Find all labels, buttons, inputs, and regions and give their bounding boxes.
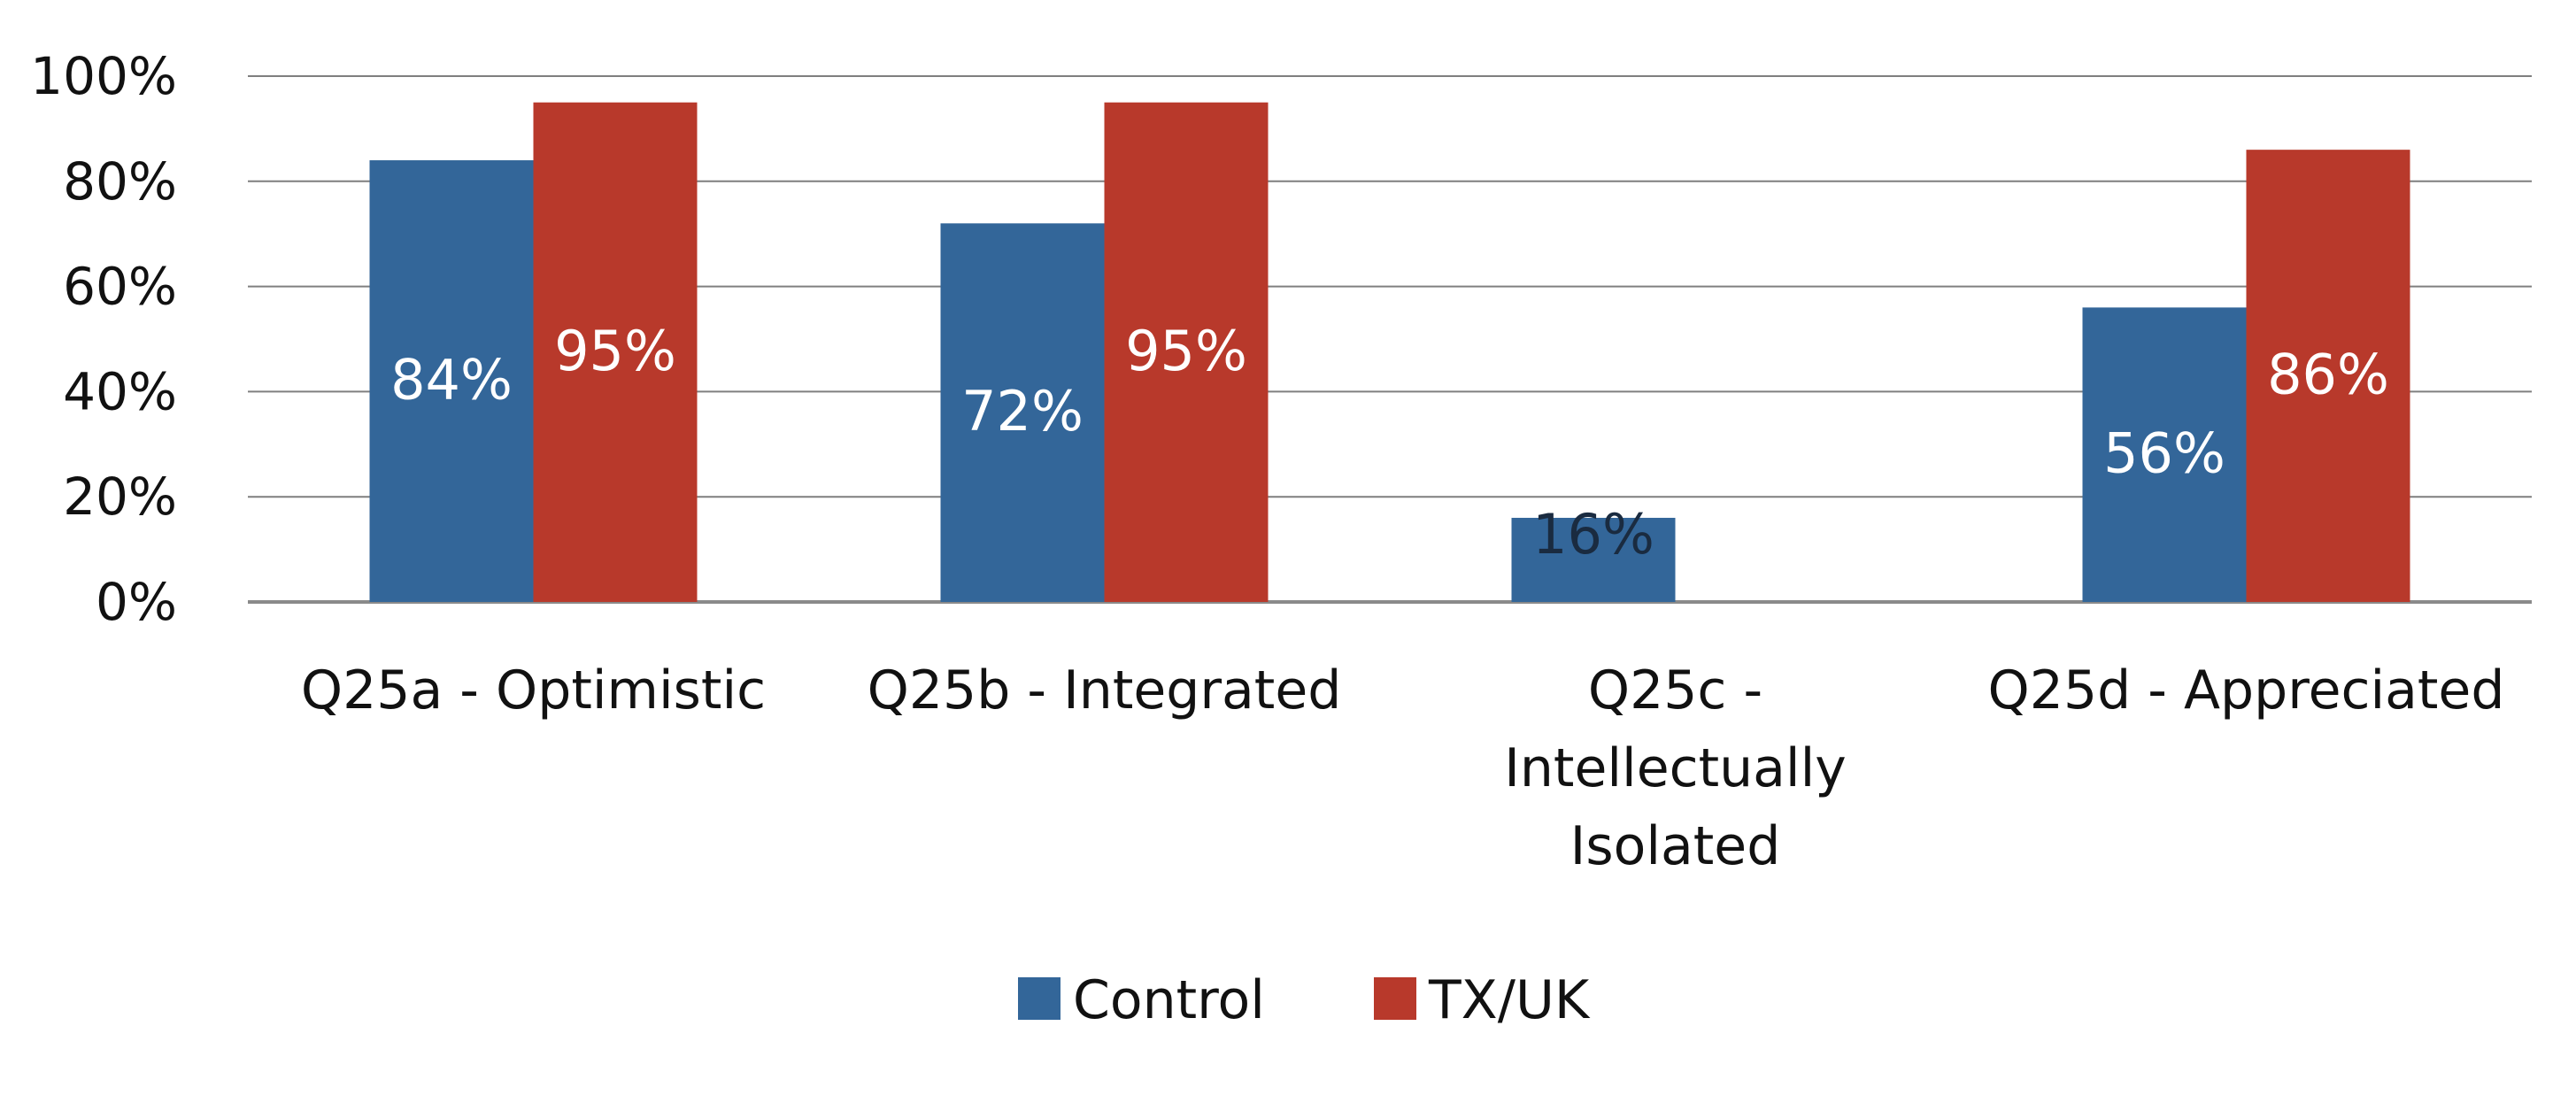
bar-control-1: [369, 160, 534, 603]
x-category-label: Q25d - Appreciated: [1988, 659, 2505, 721]
data-label: 95%: [1125, 319, 1247, 383]
bar-control-3: [1511, 517, 1676, 602]
x-category-label: Intellectually: [1504, 737, 1847, 799]
data-label: 86%: [2267, 343, 2389, 407]
legend-label: Control: [1073, 969, 1265, 1031]
x-axis-category-labels: Q25a - Optimistic Q25b - Integrated Q25c -…: [301, 659, 2505, 877]
legend-swatch: [1374, 977, 1416, 1020]
bar-tx-uk-1: [533, 102, 698, 602]
x-category-label: Q25c -: [1588, 659, 1762, 721]
data-label: 95%: [554, 319, 676, 383]
data-label: 84%: [390, 348, 513, 413]
bar-tx-uk-4: [2246, 150, 2410, 602]
bars: [369, 102, 2410, 603]
legend-swatch: [1018, 977, 1060, 1020]
y-tick-label: 40%: [63, 361, 177, 421]
y-tick-label: 60%: [63, 257, 177, 317]
x-category-label: Q25b - Integrated: [868, 659, 1342, 721]
y-tick-label: 20%: [63, 467, 177, 527]
data-labels: 84% 95% 72% 95% 16% 56% 86%: [390, 319, 2389, 567]
bar-tx-uk-2: [1104, 102, 1269, 602]
legend-label: TX/UK: [1428, 969, 1591, 1031]
y-tick-label: 0%: [96, 572, 177, 632]
legend: Control TX/UK: [1018, 969, 1591, 1031]
y-tick-label: 80%: [63, 151, 177, 212]
data-label: 56%: [2103, 421, 2225, 486]
data-label: 72%: [961, 379, 1084, 444]
y-tick-label: 100%: [30, 46, 177, 106]
bar-control-2: [940, 223, 1105, 602]
y-axis-tick-labels: 0% 20% 40% 60% 80% 100%: [30, 46, 177, 632]
data-label: 16%: [1532, 502, 1654, 567]
bar-control-4: [2082, 307, 2247, 602]
x-category-label: Q25a - Optimistic: [301, 659, 766, 721]
x-category-label: Isolated: [1570, 815, 1781, 877]
